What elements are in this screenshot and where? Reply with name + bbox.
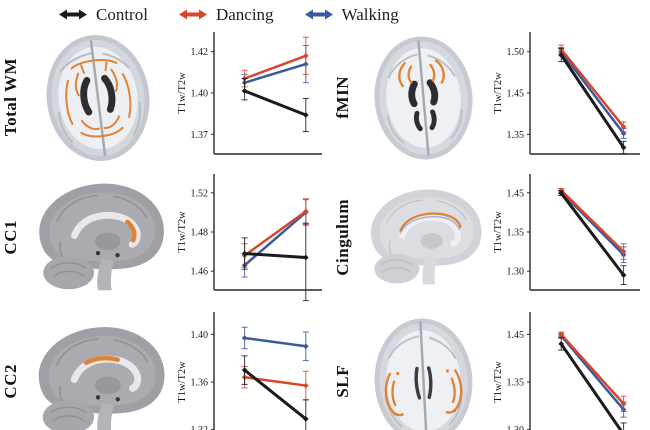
line-chart-slf: 1.45 1.35 1.30 T1w/T2w xyxy=(493,312,627,430)
region-label-cc1: CC1 xyxy=(1,219,20,255)
legend-item-walking: Walking xyxy=(304,5,399,25)
chart-total-wm: 1.42 1.40 1.37 T1w/T2w xyxy=(174,28,330,168)
chart-cc1: 1.52 1.48 1.46 T1w/T2w xyxy=(174,170,330,304)
svg-text:1.48: 1.48 xyxy=(191,228,209,239)
sagittal-brain-corpus-callosum-genu-icon xyxy=(39,183,164,291)
svg-text:T1w/T2w: T1w/T2w xyxy=(177,211,188,253)
svg-text:1.36: 1.36 xyxy=(191,378,209,389)
svg-text:1.37: 1.37 xyxy=(191,129,209,140)
region-label-cingulum: Cingulum xyxy=(333,198,352,276)
svg-text:1.35: 1.35 xyxy=(507,228,525,239)
svg-text:1.35: 1.35 xyxy=(507,378,525,389)
line-chart-cingulum: 1.45 1.35 1.30 T1w/T2w xyxy=(493,174,640,291)
svg-text:1.42: 1.42 xyxy=(191,47,209,58)
axial-brain-whole-wm-tracts-icon xyxy=(46,34,150,161)
sagittal-brain-cingulum-tract-icon xyxy=(370,189,482,285)
chart-cc2: 1.40 1.36 1.32 T1w/T2w xyxy=(174,308,330,430)
svg-text:1.52: 1.52 xyxy=(191,188,209,199)
panel-cingulum: Cingulum xyxy=(330,169,650,305)
panel-slf: SLF xyxy=(330,305,650,430)
svg-text:1.45: 1.45 xyxy=(507,88,525,99)
line-chart-cc1: 1.52 1.48 1.46 T1w/T2w xyxy=(177,174,322,302)
legend-item-dancing: Dancing xyxy=(178,5,274,25)
brain-image-cc2 xyxy=(22,311,174,430)
panel-total-wm: Total WM xyxy=(0,26,330,169)
chart-fmin: 1.50 1.45 1.35 T1w/T2w xyxy=(490,28,650,168)
panel-cc2: CC2 xyxy=(0,305,330,430)
chart-cingulum: 1.45 1.35 1.30 T1w/T2w xyxy=(490,170,650,304)
region-label-slf: SLF xyxy=(333,364,352,398)
legend-label-walking: Walking xyxy=(341,4,399,24)
control-line-marker-icon xyxy=(59,9,87,20)
svg-text:1.32: 1.32 xyxy=(191,425,209,430)
line-chart-cc2: 1.40 1.36 1.32 T1w/T2w xyxy=(177,312,309,430)
chart-slf: 1.45 1.35 1.30 T1w/T2w xyxy=(490,308,650,430)
sagittal-brain-corpus-callosum-body-icon xyxy=(38,327,165,430)
svg-text:T1w/T2w: T1w/T2w xyxy=(177,71,188,113)
dancing-line-marker-icon xyxy=(178,9,207,20)
legend-item-control: Control xyxy=(58,5,148,25)
legend-label-dancing: Dancing xyxy=(215,4,274,24)
region-label-total-wm: Total WM xyxy=(1,58,20,137)
svg-text:1.50: 1.50 xyxy=(507,47,525,58)
figure-grid: Total WM xyxy=(0,26,650,430)
legend-label-control: Control xyxy=(96,4,148,24)
chart-legend: Control Dancing Walking xyxy=(58,3,650,26)
svg-text:1.35: 1.35 xyxy=(507,129,525,140)
line-chart-fmin: 1.50 1.45 1.35 T1w/T2w xyxy=(493,31,640,155)
brain-image-fmin xyxy=(356,28,490,168)
brain-image-total-wm xyxy=(22,28,174,168)
svg-text:1.40: 1.40 xyxy=(191,88,209,99)
panel-fmin: fMIN xyxy=(330,26,650,169)
region-label-cc2: CC2 xyxy=(1,363,20,399)
svg-text:1.45: 1.45 xyxy=(507,188,525,199)
region-label-fmin: fMIN xyxy=(333,76,352,119)
axial-brain-forceps-minor-icon xyxy=(374,35,473,160)
svg-text:T1w/T2w: T1w/T2w xyxy=(493,361,504,403)
svg-text:T1w/T2w: T1w/T2w xyxy=(177,361,188,403)
brain-image-cingulum xyxy=(356,171,490,303)
panel-cc1: CC1 xyxy=(0,169,330,305)
brain-image-slf xyxy=(356,308,490,430)
line-chart-total-wm: 1.42 1.40 1.37 T1w/T2w xyxy=(177,31,322,155)
svg-text:1.46: 1.46 xyxy=(191,267,209,278)
svg-text:T1w/T2w: T1w/T2w xyxy=(493,71,504,113)
walking-line-marker-icon xyxy=(304,9,333,20)
svg-text:1.45: 1.45 xyxy=(507,330,525,341)
svg-text:1.30: 1.30 xyxy=(507,425,525,430)
svg-text:T1w/T2w: T1w/T2w xyxy=(493,211,504,253)
svg-text:1.40: 1.40 xyxy=(191,330,209,341)
brain-image-cc1 xyxy=(22,171,174,303)
axial-brain-slf-tracts-icon xyxy=(374,318,473,430)
svg-text:1.30: 1.30 xyxy=(507,267,525,278)
